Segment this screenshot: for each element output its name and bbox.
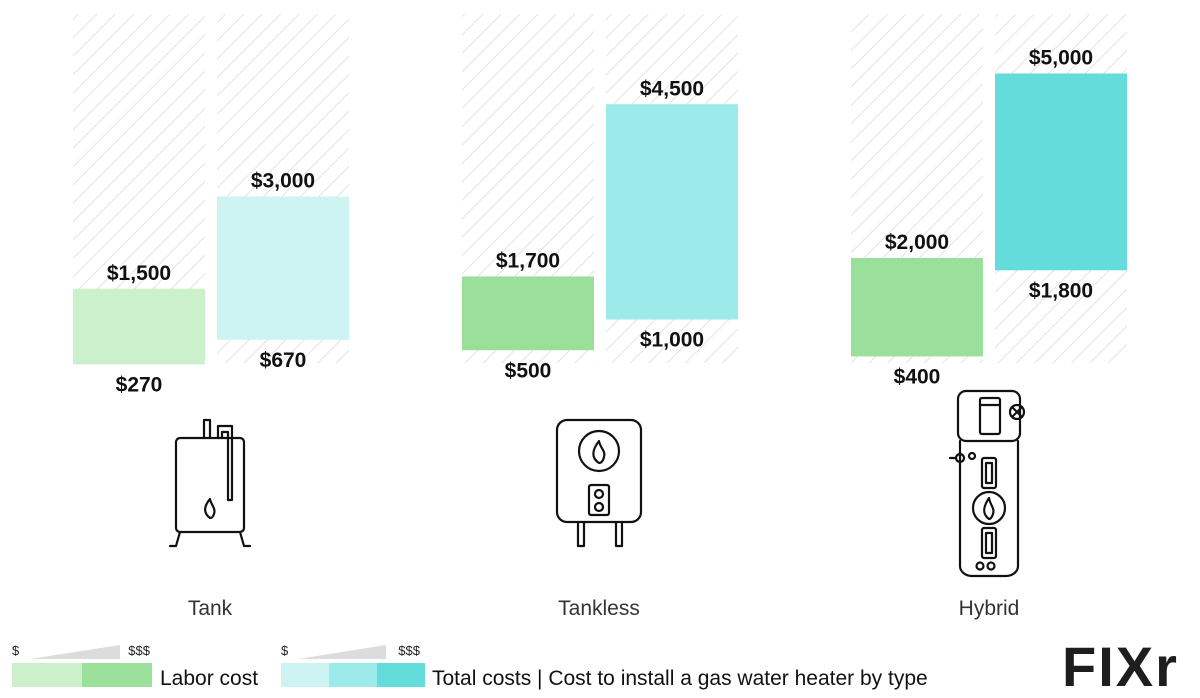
bar-tank-labor bbox=[73, 288, 205, 365]
label-high-tank-total: $3,000 bbox=[251, 170, 315, 193]
legend-labor: $ $$$ Labor cost bbox=[12, 643, 258, 690]
bars-layer bbox=[73, 14, 1127, 365]
label-low-tankless-total: $1,000 bbox=[640, 329, 704, 352]
bar-tankless-total bbox=[606, 104, 738, 320]
legend-total-swatch-dark bbox=[377, 663, 425, 687]
tank-water-heater-icon bbox=[168, 418, 252, 548]
legend-labor-swatch-light bbox=[12, 663, 82, 687]
labels-layer: $1,500 $270 $3,000 $670 $1,700 $500 $4,500 $1,0… bbox=[107, 47, 1093, 397]
label-high-tankless-total: $4,500 bbox=[640, 77, 704, 100]
bar-tank-total bbox=[217, 196, 349, 340]
legend-total-scale-low: $ bbox=[281, 643, 289, 658]
legend-labor-swatch-dark bbox=[82, 663, 152, 687]
legend-total: $ $$$ Total costs | Cost to install a ga… bbox=[281, 643, 928, 690]
label-low-hybrid-total: $1,800 bbox=[1029, 279, 1093, 302]
legend-labor-scale-high: $$$ bbox=[128, 643, 150, 658]
legend-total-label: Total costs | Cost to install a gas wate… bbox=[432, 667, 928, 690]
legend-total-ramp bbox=[298, 645, 386, 659]
fixr-logo: FIXr bbox=[1062, 635, 1179, 698]
label-high-hybrid-labor: $2,000 bbox=[885, 231, 949, 254]
label-high-tank-labor: $1,500 bbox=[107, 262, 171, 285]
label-low-hybrid-labor: $400 bbox=[894, 365, 941, 388]
legend-labor-ramp bbox=[30, 645, 120, 659]
hybrid-water-heater-icon bbox=[948, 389, 1026, 578]
legend-total-swatch-light bbox=[281, 663, 329, 687]
bar-hybrid-labor bbox=[851, 258, 983, 357]
category-label-hybrid: Hybrid bbox=[959, 597, 1020, 620]
bar-hybrid-total bbox=[995, 73, 1127, 271]
category-label-tankless: Tankless bbox=[558, 597, 640, 620]
legend-total-swatch-mid bbox=[329, 663, 377, 687]
legend-labor-scale-low: $ bbox=[12, 643, 20, 658]
label-high-hybrid-total: $5,000 bbox=[1029, 47, 1093, 70]
label-low-tank-total: $670 bbox=[260, 349, 307, 372]
label-low-tank-labor: $270 bbox=[116, 373, 163, 396]
tankless-water-heater-icon bbox=[555, 418, 643, 548]
category-label-tank: Tank bbox=[188, 597, 233, 620]
legend-total-scale-high: $$$ bbox=[398, 643, 420, 658]
label-high-tankless-labor: $1,700 bbox=[496, 249, 560, 272]
label-low-tankless-labor: $500 bbox=[505, 359, 552, 382]
bar-tankless-labor bbox=[462, 276, 594, 351]
legend-labor-label: Labor cost bbox=[160, 667, 258, 690]
